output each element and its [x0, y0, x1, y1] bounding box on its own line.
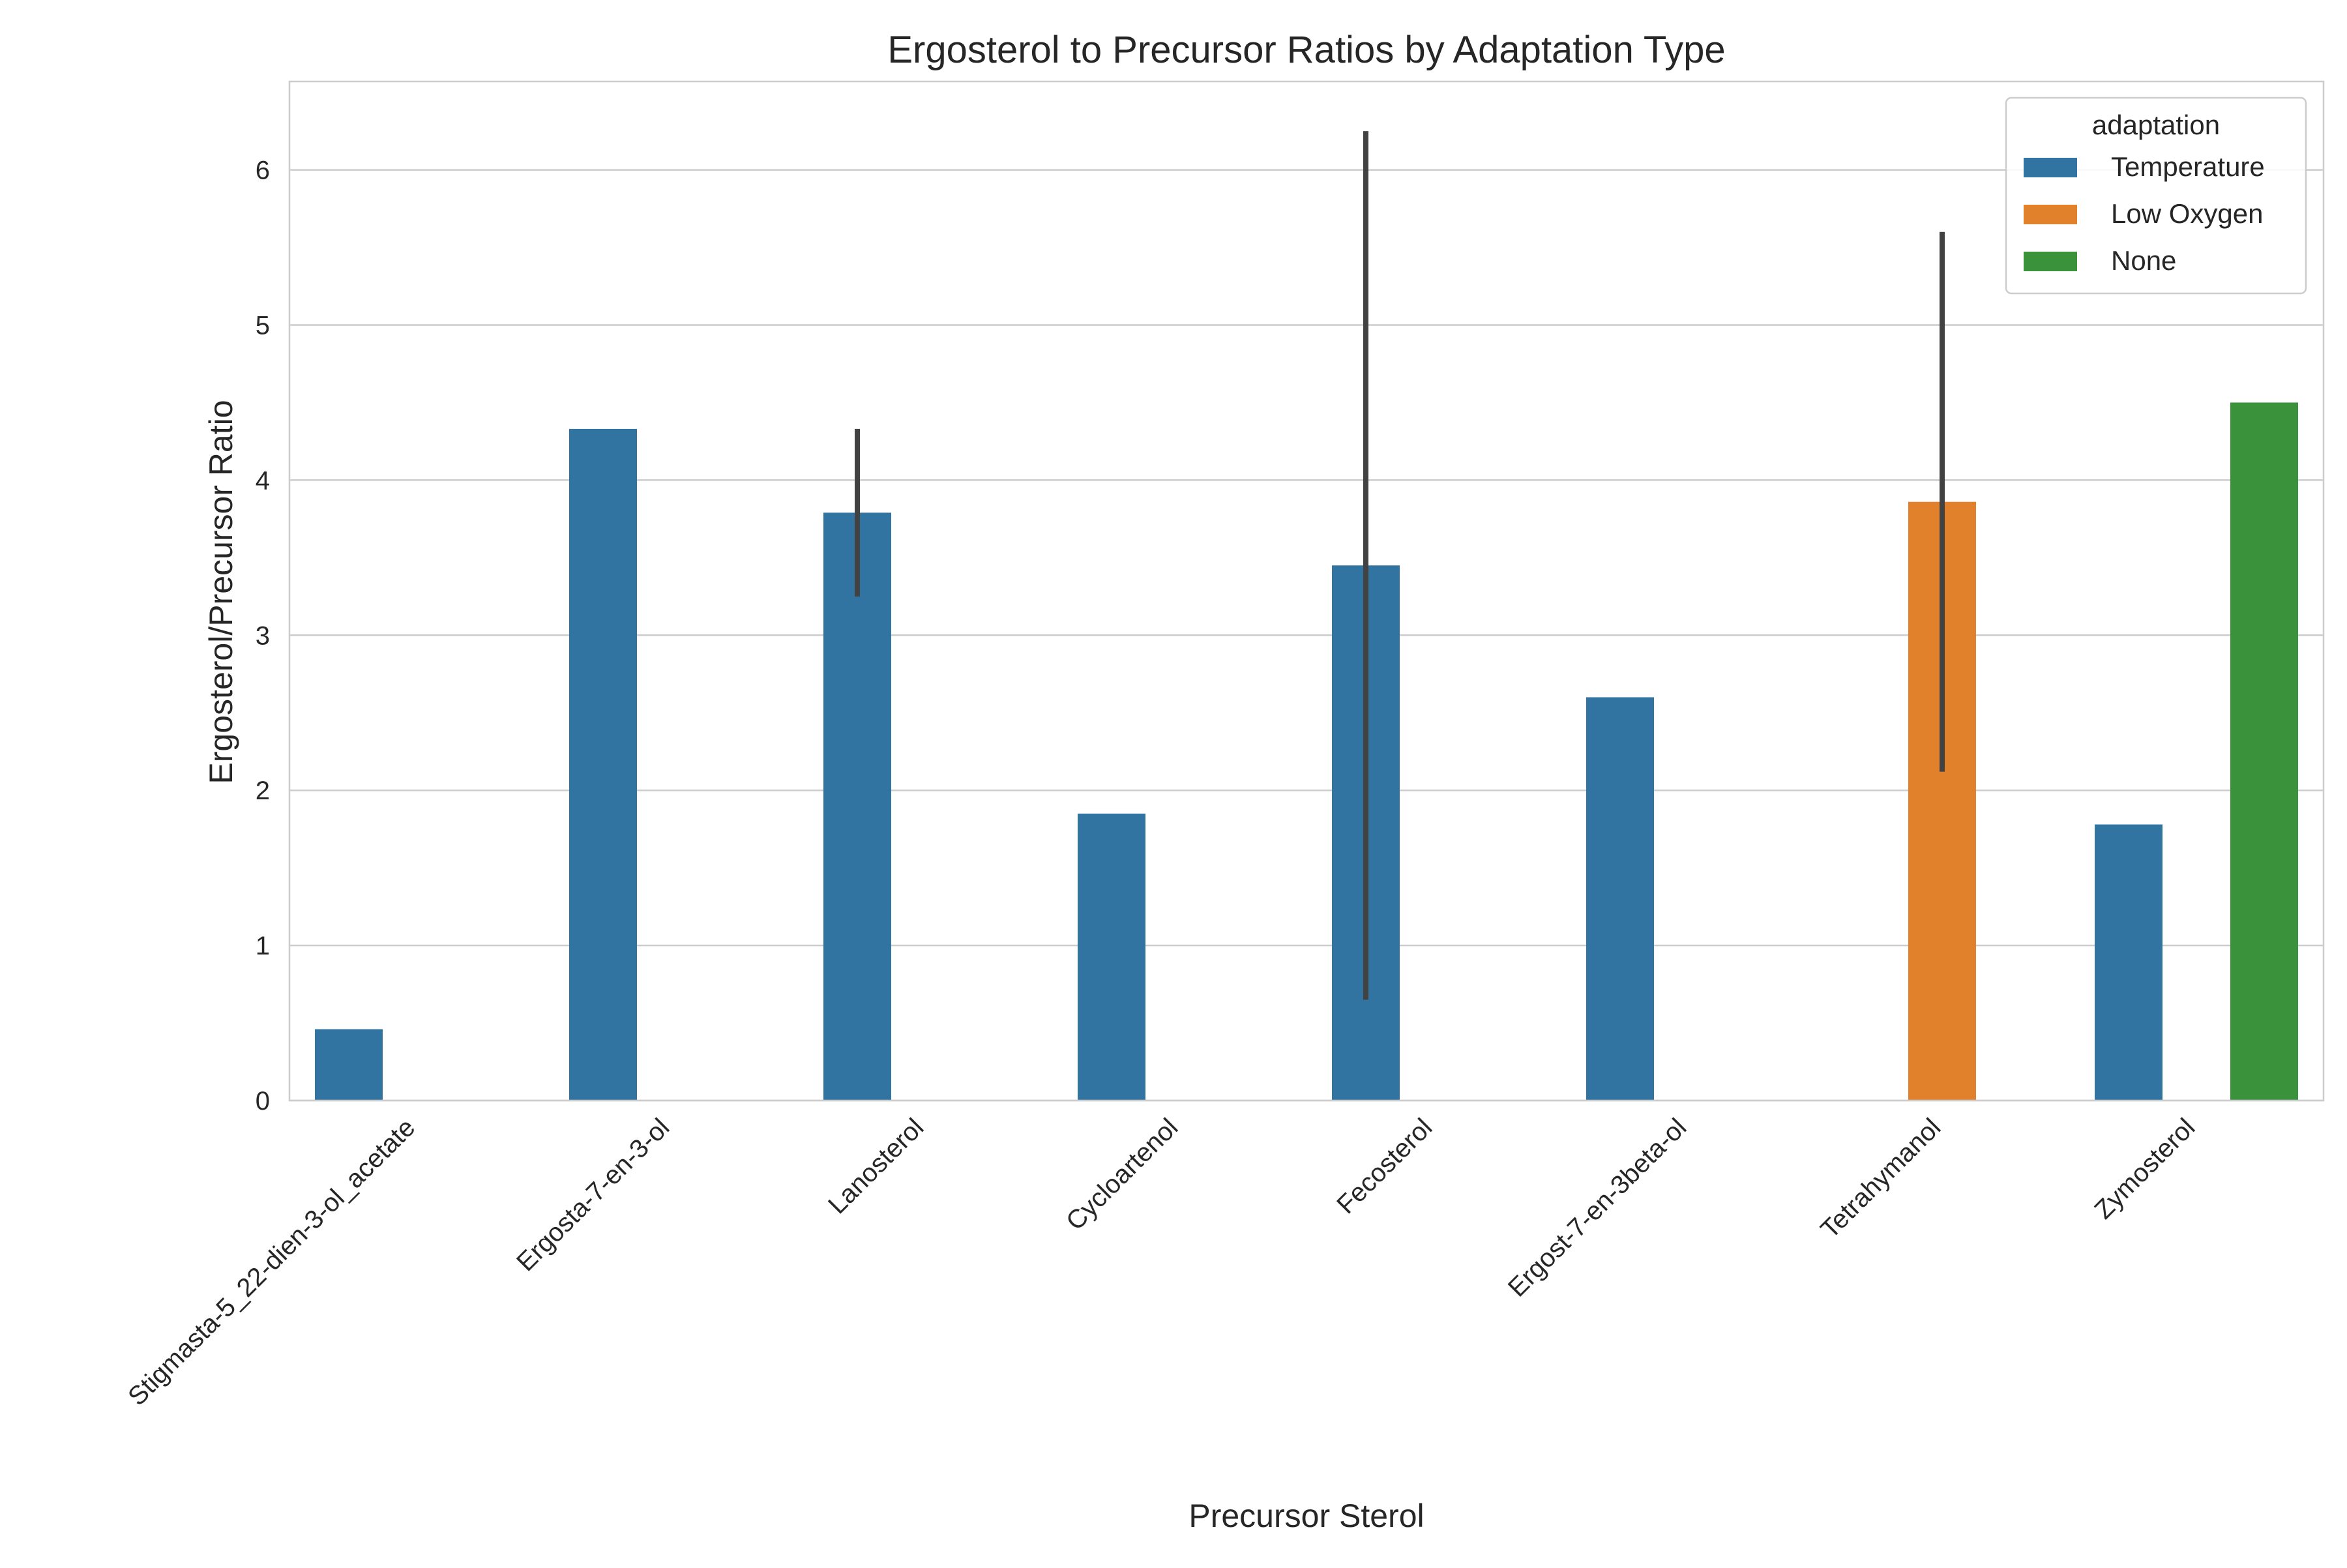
- y-tick-label: 2: [256, 777, 270, 805]
- y-tick-label: 5: [256, 312, 270, 340]
- error-bars: [855, 131, 1945, 1000]
- plot-frame: [288, 80, 2325, 1102]
- legend-title: adaptation: [2092, 110, 2220, 140]
- y-tick-label: 4: [256, 466, 270, 495]
- legend-box: [2005, 96, 2307, 295]
- legend: adaptation Temperature Low Oxygen None: [2005, 96, 2307, 295]
- legend-swatch: [2024, 252, 2077, 271]
- bar: [823, 512, 891, 1101]
- y-tick-labels: 0 1 2 3 4 5 6: [256, 156, 270, 1116]
- legend-entry: Low Oxygen: [2111, 198, 2263, 229]
- bar: [569, 428, 637, 1101]
- y-tick-label: 3: [256, 621, 270, 650]
- legend-entry: Temperature: [2111, 151, 2265, 182]
- bars: [315, 402, 2298, 1101]
- legend-entry: None: [2111, 245, 2176, 276]
- bar: [2230, 402, 2298, 1101]
- chart-title: Ergosterol to Precursor Ratios by Adapta…: [887, 29, 1725, 71]
- legend-swatch: [2024, 205, 2077, 224]
- y-tick-label: 6: [256, 156, 270, 185]
- y-tick-label: 0: [256, 1087, 270, 1116]
- bar: [2095, 824, 2162, 1101]
- x-axis-label: Precursor Sterol: [1188, 1498, 1424, 1534]
- bar: [1586, 697, 1654, 1101]
- bar: [315, 1029, 383, 1101]
- legend-swatch: [2024, 158, 2077, 177]
- bar: [1078, 813, 1145, 1101]
- y-axis-label: Ergosterol/Precursor Ratio: [203, 400, 239, 784]
- y-tick-label: 1: [256, 932, 270, 960]
